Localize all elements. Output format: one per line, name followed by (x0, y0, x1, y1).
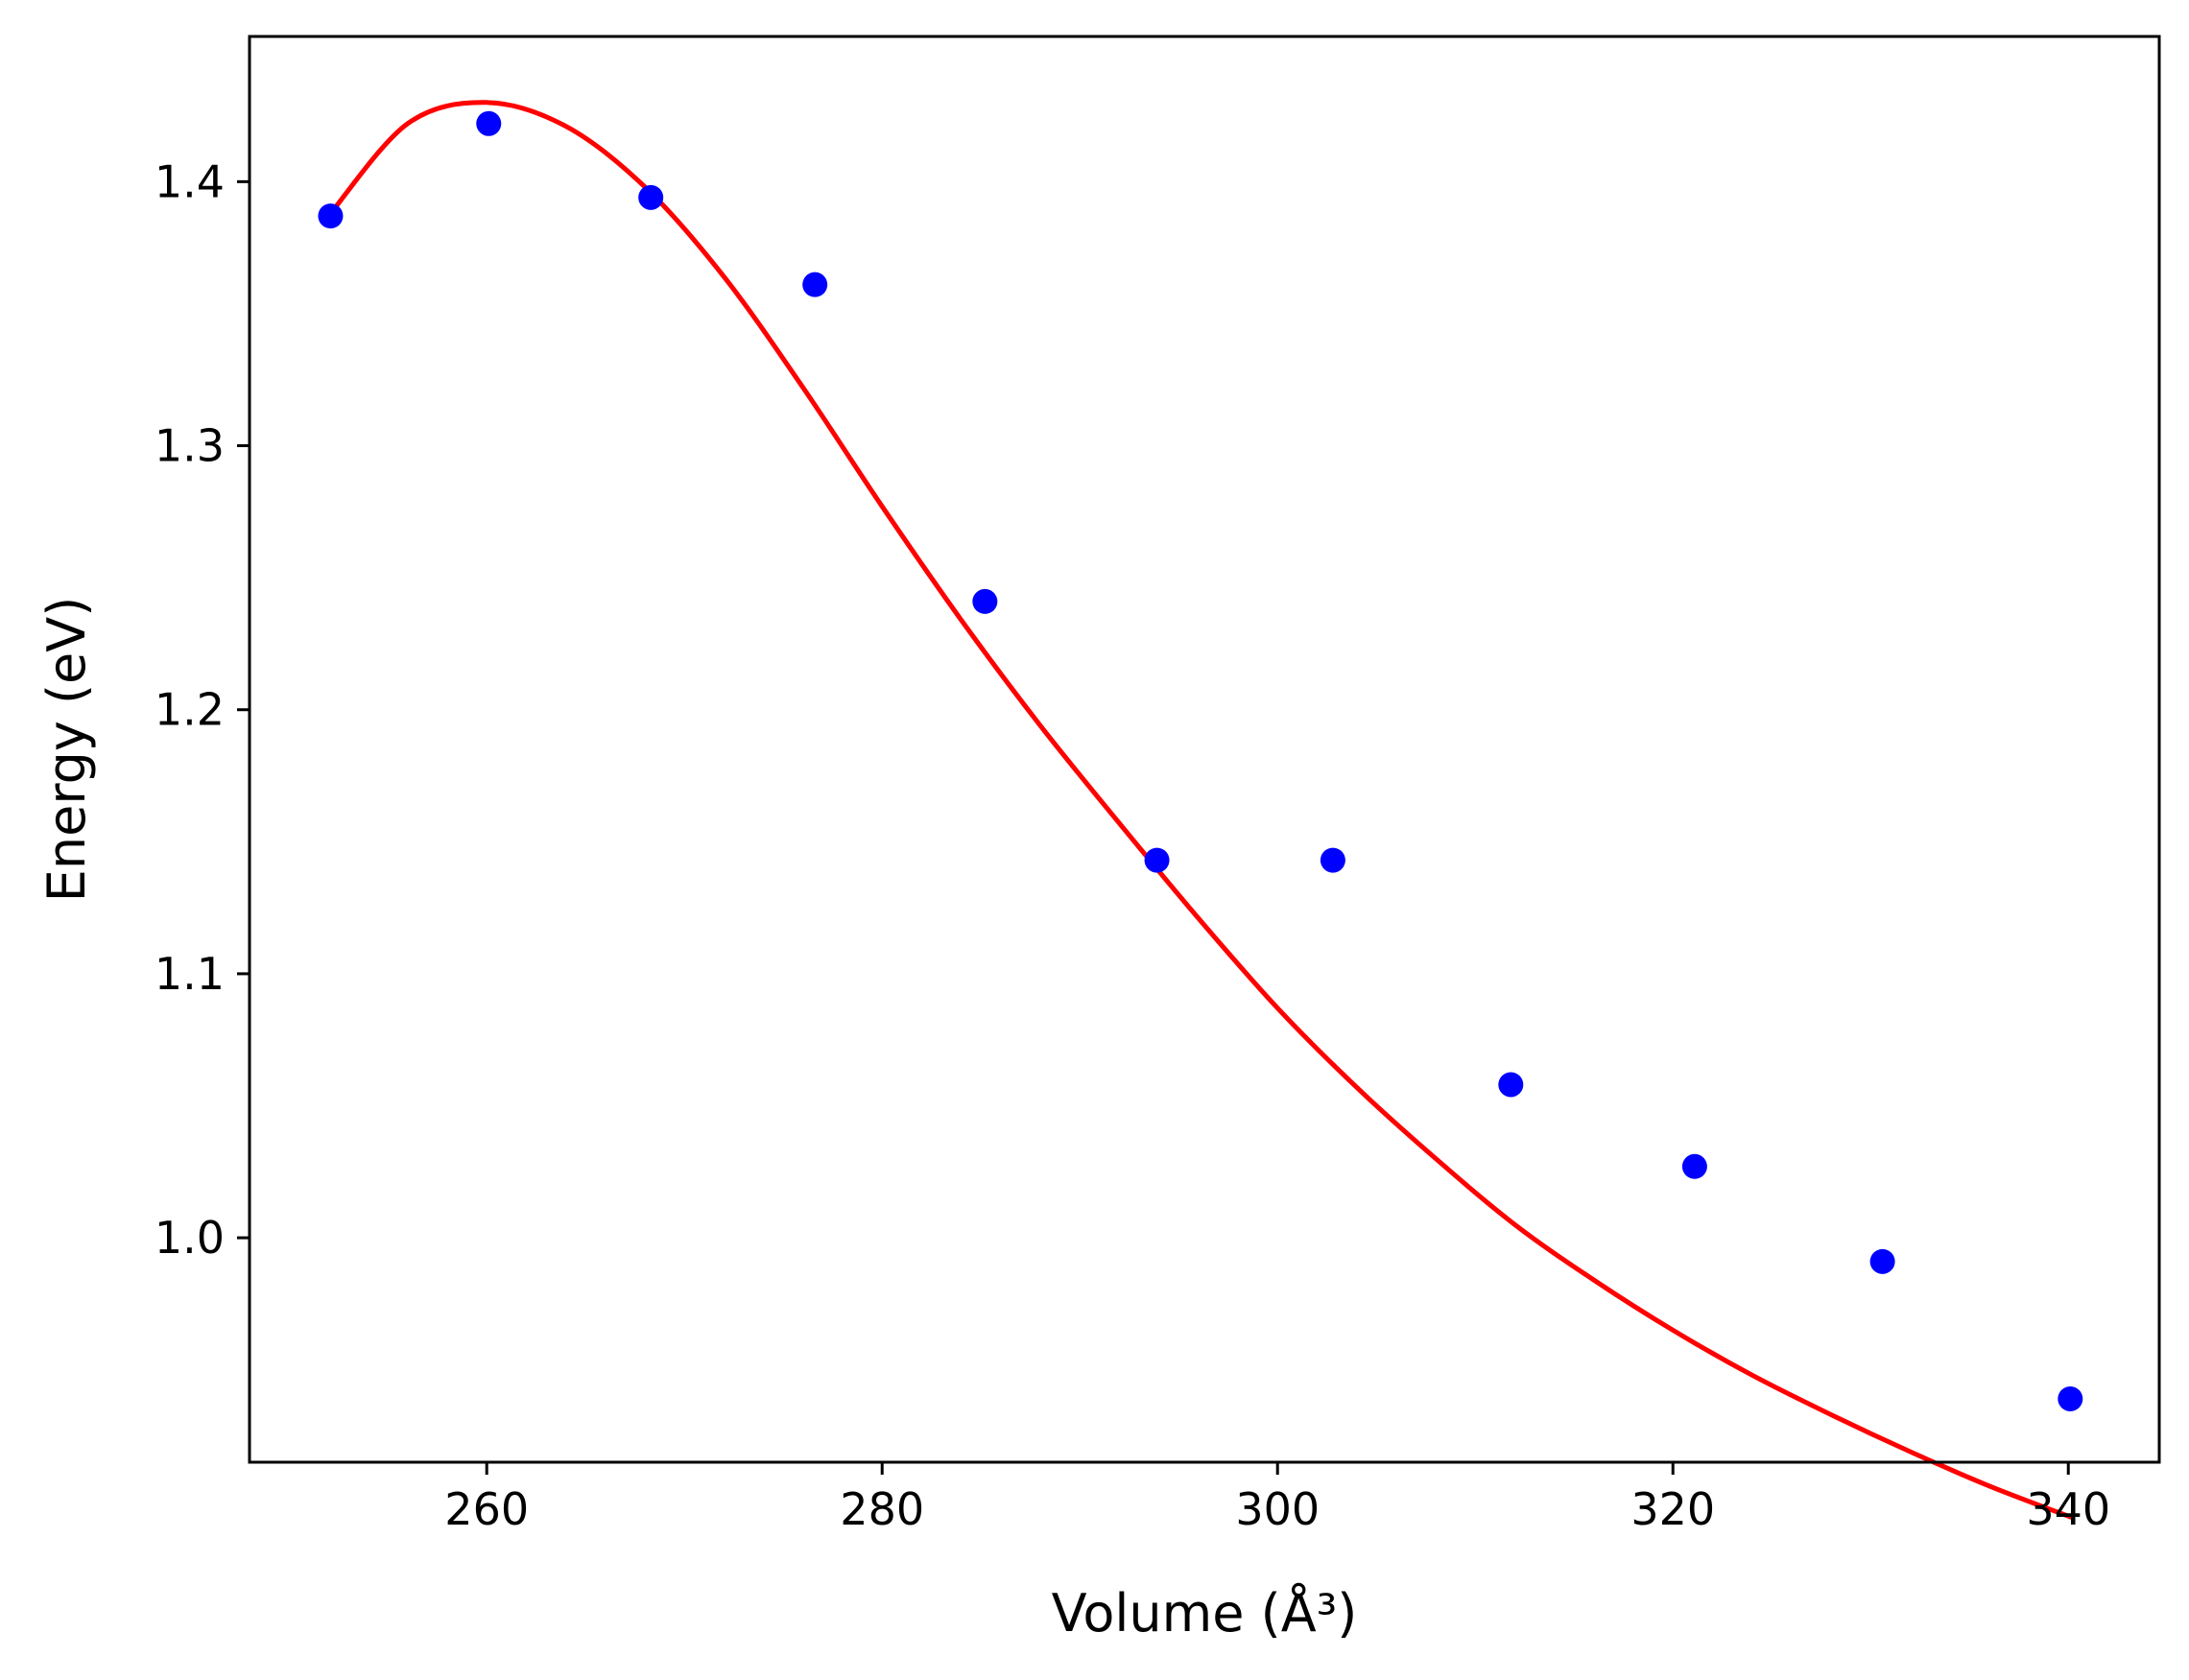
plot-layer (318, 100, 2083, 1521)
data-point (1869, 1248, 1895, 1274)
x-tick-label: 300 (1235, 1483, 1320, 1535)
y-tick-label: 1.2 (155, 684, 225, 736)
data-point (318, 203, 344, 229)
data-point (1144, 847, 1170, 873)
data-point (638, 184, 664, 210)
data-point (1498, 1072, 1524, 1098)
x-axis-ticks: 260 280 300 320 340 (444, 1462, 2110, 1535)
x-tick-label: 280 (840, 1483, 924, 1535)
y-axis-label: Energy (eV) (36, 597, 97, 903)
data-point (2058, 1385, 2083, 1411)
data-point (476, 110, 502, 136)
y-tick-label: 1.4 (155, 155, 225, 207)
x-tick-label: 340 (2026, 1483, 2110, 1535)
y-tick-label: 1.0 (155, 1212, 225, 1264)
data-point (1681, 1153, 1707, 1179)
y-axis-ticks: 1.0 1.1 1.2 1.3 1.4 (155, 155, 250, 1264)
x-tick-label: 260 (444, 1483, 529, 1535)
data-point (1320, 847, 1345, 873)
fit-curve (328, 100, 2074, 1521)
x-tick-label: 320 (1630, 1483, 1715, 1535)
plot-area-frame (248, 35, 2161, 1464)
y-tick-label: 1.3 (155, 420, 225, 472)
y-tick-label: 1.1 (155, 948, 225, 1000)
data-point (972, 588, 998, 614)
x-axis-label: Volume (Å³) (1052, 1582, 1358, 1644)
data-point (802, 272, 828, 297)
